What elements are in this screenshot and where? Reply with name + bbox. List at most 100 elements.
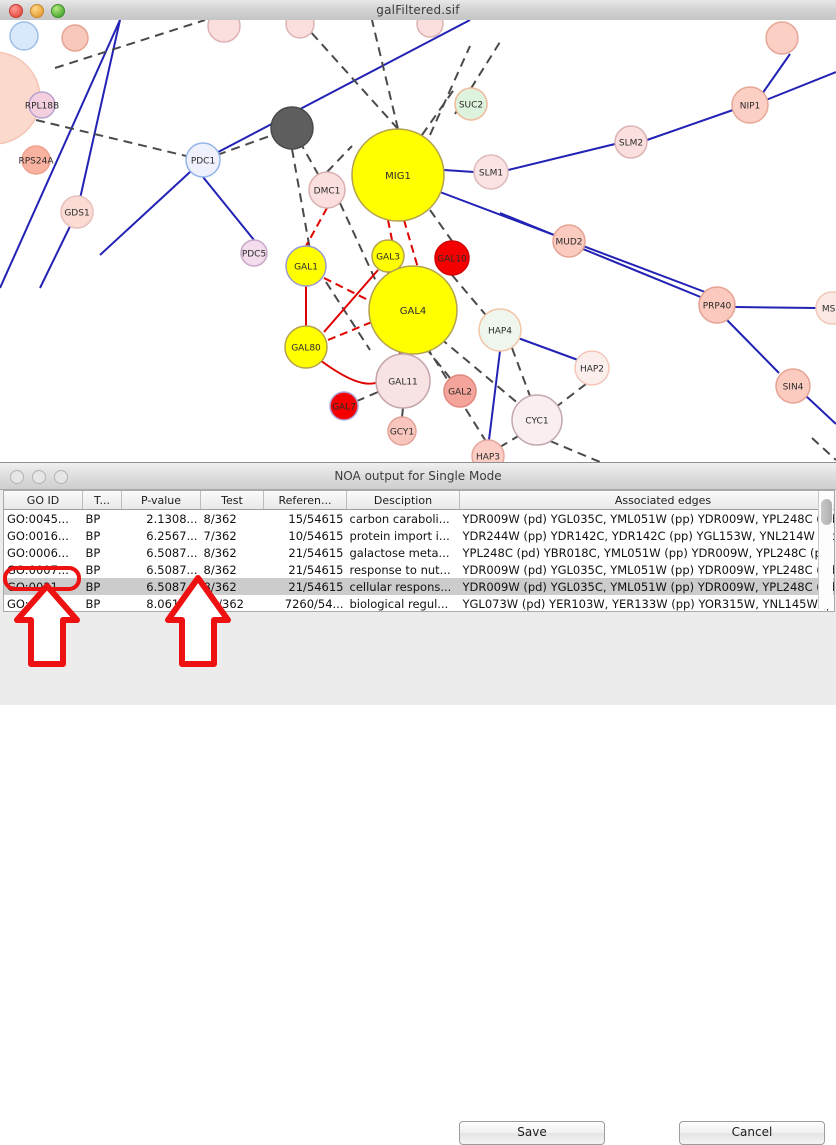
node-label: HAP3 [476, 453, 500, 463]
node-GDS1[interactable] [60, 195, 94, 229]
node-label: GDS1 [64, 209, 89, 219]
node-PDC5[interactable] [240, 239, 268, 267]
edge-pp [646, 109, 734, 141]
node-GAL4[interactable] [368, 265, 458, 355]
column-header-p-value[interactable]: P-value [121, 491, 201, 510]
node-NIP1[interactable] [731, 86, 769, 124]
edge-reg [327, 321, 373, 341]
edge-pd [811, 437, 836, 461]
edge-pd [499, 434, 521, 448]
node-GAL1[interactable] [285, 245, 327, 287]
node-partial[interactable] [61, 24, 89, 52]
node-SUC2[interactable] [454, 87, 488, 121]
cell-description: carbon caraboli... [349, 511, 450, 526]
edge-pp [76, 20, 121, 213]
minimize-icon[interactable] [30, 4, 44, 18]
node-GCY1[interactable] [387, 416, 417, 446]
edge-pd [54, 20, 206, 69]
cell-go-id: GO:0006... [7, 545, 69, 560]
table-header-row: GO ID T... P-value Test Referen... Desci… [4, 491, 834, 510]
cell-type: BP [85, 596, 101, 611]
node-SLM1[interactable] [473, 154, 509, 190]
node-DMC1[interactable] [308, 171, 346, 209]
zoom-icon[interactable] [54, 470, 68, 484]
column-header-type[interactable]: T... [82, 491, 122, 510]
node-MIG1[interactable] [351, 128, 445, 222]
results-table: GO ID T... P-value Test Referen... Desci… [4, 491, 835, 611]
node-partial[interactable] [9, 21, 39, 51]
column-header-associated-edges[interactable]: Associated edges [459, 491, 834, 510]
edge-pd [421, 87, 456, 136]
node-CYC1[interactable] [511, 394, 563, 446]
node-GAL11[interactable] [375, 353, 431, 409]
column-header-reference[interactable]: Referen... [263, 491, 347, 510]
node-SLM2[interactable] [614, 125, 648, 159]
node-SIN4[interactable] [775, 368, 811, 404]
node-HAP2[interactable] [574, 350, 610, 386]
noa-panel-title: NOA output for Single Mode [334, 469, 502, 483]
node-label: PDC1 [191, 157, 215, 167]
column-header-test[interactable]: Test [200, 491, 264, 510]
table-row[interactable]: GO:0065... BP 8.0614... 94/362 7260/54..… [4, 595, 834, 611]
table-vertical-scrollbar[interactable] [818, 491, 833, 609]
cell-reference: 7260/54... [284, 596, 344, 611]
column-header-description[interactable]: Desciption [346, 491, 460, 510]
node-PDC1[interactable] [185, 142, 221, 178]
node-partial[interactable] [765, 21, 799, 55]
edge-pp [443, 169, 475, 173]
node-label: HAP2 [580, 365, 604, 375]
edge-reg [319, 359, 379, 385]
close-icon[interactable] [10, 470, 24, 484]
cell-test: 7/362 [203, 528, 237, 543]
node-label: DMC1 [314, 187, 341, 197]
zoom-icon[interactable] [51, 4, 65, 18]
save-button[interactable]: Save [459, 1121, 605, 1145]
node-unlabeled-grey[interactable] [270, 106, 314, 150]
node-GAL80[interactable] [284, 325, 328, 369]
cell-p-value: 8.0614... [146, 596, 198, 611]
column-header-go-id[interactable]: GO ID [4, 491, 83, 510]
edge-pd [291, 127, 328, 191]
table-row[interactable]: GO:0045... BP 2.1308... 8/362 15/54615 c… [4, 510, 834, 528]
scrollbar-thumb[interactable] [821, 499, 832, 525]
node-label: GAL4 [400, 306, 427, 317]
window-traffic-lights [9, 4, 65, 18]
cell-type: BP [85, 545, 101, 560]
cancel-button[interactable]: Cancel [679, 1121, 825, 1145]
node-RPS24A[interactable] [21, 145, 51, 175]
node-RPL18B[interactable] [28, 91, 56, 119]
edge-pd [325, 281, 371, 351]
node-label: PDC5 [242, 250, 266, 260]
results-table-container[interactable]: GO ID T... P-value Test Referen... Desci… [3, 490, 835, 612]
node-MUD2[interactable] [552, 224, 586, 258]
node-GAL3[interactable] [371, 239, 405, 273]
node-GAL7[interactable] [329, 391, 359, 421]
node-GAL2[interactable] [443, 374, 477, 408]
node-HAP3[interactable] [471, 439, 505, 462]
node-label: RPS24A [18, 157, 54, 167]
cell-associated-edges: YDR244W (pp) YDR142C, YDR142C (pp) YGL15… [462, 528, 835, 543]
node-label: NIP1 [740, 102, 761, 112]
node-label: PRP40 [703, 302, 732, 312]
table-row-selected[interactable]: GO:0031... BP 6.5087... 8/362 21/54615 c… [4, 578, 834, 595]
node-HAP4[interactable] [478, 308, 522, 352]
cell-associated-edges: YDR009W (pd) YGL035C, YML051W (pp) YDR00… [462, 562, 835, 577]
close-icon[interactable] [9, 4, 23, 18]
node-GAL10[interactable] [434, 240, 470, 276]
node-label: GAL10 [437, 255, 467, 265]
cell-description: cellular respons... [346, 578, 460, 595]
node-partial[interactable] [207, 20, 241, 43]
node-partial[interactable] [416, 20, 444, 38]
node-label: MIG1 [385, 171, 411, 182]
cell-go-id: GO:0007... [7, 562, 69, 577]
table-row[interactable]: GO:0016... BP 6.2567... 7/362 10/54615 p… [4, 527, 835, 544]
table-row[interactable]: GO:0006... BP 6.5087... 8/362 21/54615 g… [4, 544, 834, 561]
cell-p-value: 6.5087... [146, 562, 198, 577]
network-canvas[interactable]: RPL18B RPS24A GDS1 PDC1 PDC5 DMC1 SUC2 M… [0, 20, 836, 462]
node-partial[interactable] [285, 20, 315, 39]
edge-pp [517, 337, 579, 361]
table-row[interactable]: GO:0007... BP 6.5087... 8/362 21/54615 r… [4, 561, 835, 578]
node-MSI[interactable] [815, 291, 836, 325]
node-PRP40[interactable] [698, 286, 736, 324]
minimize-icon[interactable] [32, 470, 46, 484]
